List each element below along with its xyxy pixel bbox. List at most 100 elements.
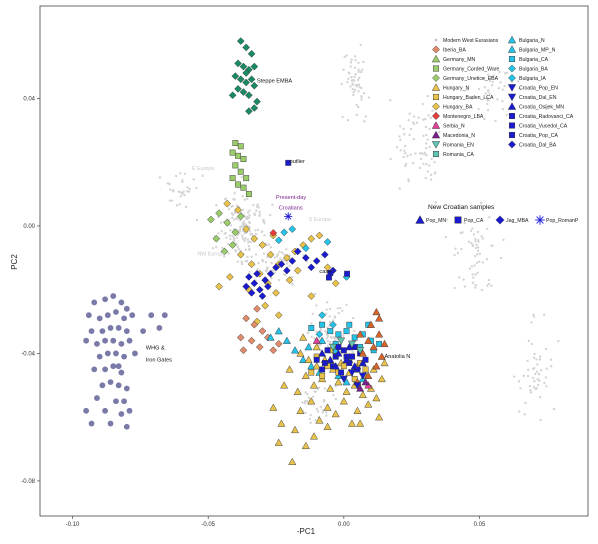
hungary-ba-point — [272, 289, 280, 297]
modern-west-eurasian-point — [494, 119, 497, 123]
modern-west-eurasian-point — [488, 216, 491, 219]
modern-west-eurasian-point — [529, 389, 532, 392]
annotation-nw-europe: NW Europe — [197, 252, 225, 258]
modern-west-eurasian-point — [529, 391, 533, 394]
croatia-dal-ba-point — [307, 263, 316, 272]
modern-west-eurasian-point — [481, 261, 485, 264]
croatia-osijek-mn-point — [331, 362, 340, 370]
modern-west-eurasian-point — [488, 79, 491, 83]
modern-west-eurasian-point — [195, 186, 198, 190]
modern-west-eurasian-point — [527, 339, 531, 343]
whg-iron-gates-point — [148, 312, 155, 319]
iberia-ba-point — [239, 346, 248, 355]
x-tick-label: 0.00 — [338, 522, 350, 528]
modern-west-eurasian-point — [270, 277, 273, 280]
hungary-ba-point — [242, 225, 251, 233]
modern-west-eurasian-point — [252, 203, 255, 207]
modern-west-eurasian-point — [306, 393, 309, 396]
whg-iron-gates-point — [115, 382, 122, 389]
modern-west-eurasian-point — [417, 116, 420, 119]
modern-west-eurasian-point — [470, 68, 474, 72]
modern-west-eurasian-point — [530, 342, 534, 346]
modern-west-eurasian-point — [431, 109, 434, 112]
germany-corded-ware-point — [232, 140, 239, 146]
pop-romanp-point — [284, 212, 293, 221]
series-pop-romanp — [284, 212, 293, 221]
modern-west-eurasian-point — [248, 225, 251, 229]
hungary-baden-lca-point — [308, 369, 315, 376]
modern-west-eurasian-point — [425, 133, 428, 137]
modern-west-eurasian-point — [329, 320, 332, 324]
legend-entry-hungary-ba: Hungary_BA — [432, 102, 473, 111]
modern-west-eurasian-point — [219, 221, 223, 224]
legend-swatch — [434, 38, 438, 42]
x-tick-label: -0.05 — [201, 522, 215, 528]
bulgaria-ca-point — [319, 321, 326, 328]
whg-iron-gates-point — [102, 366, 109, 373]
hungary-ba-point — [261, 301, 269, 310]
series-montenegro-lba — [269, 229, 278, 237]
hungary-ba-point — [293, 266, 302, 275]
whg-iron-gates-point — [96, 315, 103, 322]
series-steppe-emba — [228, 37, 261, 116]
modern-west-eurasian-point — [536, 383, 540, 387]
modern-west-eurasian-point — [328, 315, 331, 318]
modern-west-eurasian-point — [322, 400, 326, 403]
modern-west-eurasian-point — [183, 193, 186, 197]
modern-west-eurasian-point — [332, 336, 335, 339]
modern-west-eurasian-point — [214, 245, 218, 249]
croatia-vucedol-ca-point — [321, 360, 328, 366]
legend-label: Bulgaria_BA — [519, 67, 548, 73]
modern-west-eurasian-point — [250, 255, 253, 259]
bulgaria-ca-point — [308, 325, 315, 331]
legend-label: Germany_Corded_Ware — [443, 67, 499, 73]
annotation-iron-gates: Iron Gates — [146, 357, 172, 363]
legend-label: Modern West Eurasians — [443, 38, 499, 44]
legend-swatch — [431, 83, 441, 91]
modern-west-eurasian-point — [224, 197, 228, 200]
legend-swatch — [508, 122, 516, 129]
legend-swatch — [432, 102, 440, 111]
legend-label: Hungary_Baden_LCA — [443, 95, 494, 101]
modern-west-eurasian-point — [246, 197, 249, 201]
legend-label: Bulgaria_IA — [519, 76, 546, 82]
modern-west-eurasian-point — [349, 61, 353, 64]
modern-west-eurasian-point — [304, 391, 307, 394]
whg-iron-gates-point — [123, 328, 130, 335]
modern-west-eurasian-point — [357, 68, 360, 71]
modern-west-eurasian-point — [483, 117, 486, 121]
new-samples-title: New Croatian samples — [428, 204, 495, 211]
modern-west-eurasian-point — [319, 343, 323, 346]
modern-west-eurasian-point — [456, 251, 460, 255]
modern-west-eurasian-point — [352, 93, 355, 97]
croatia-dal-ba-point — [266, 269, 275, 278]
modern-west-eurasian-point — [481, 237, 484, 240]
modern-west-eurasian-point — [533, 352, 536, 356]
modern-west-eurasian-point — [445, 218, 448, 221]
modern-west-eurasian-point — [195, 218, 199, 222]
annotation-present-day: Present-day — [276, 195, 306, 201]
modern-west-eurasian-point — [315, 407, 319, 411]
modern-west-eurasian-point — [444, 235, 447, 239]
modern-west-eurasian-point — [241, 208, 245, 212]
croatia-dal-ba-point — [321, 250, 329, 259]
modern-west-eurasian-point — [241, 234, 244, 238]
modern-west-eurasian-point — [477, 107, 480, 111]
hungary-n-point — [304, 355, 313, 363]
whg-iron-gates-point — [123, 385, 130, 392]
hungary-ba-point — [283, 253, 291, 262]
modern-west-eurasian-point — [168, 182, 171, 186]
germany-unetice-eba-point — [220, 247, 229, 256]
modern-west-eurasian-point — [480, 288, 484, 292]
modern-west-eurasian-point — [225, 236, 228, 239]
modern-west-eurasian-point — [487, 73, 490, 77]
hungary-n-point — [312, 342, 321, 351]
whg-iron-gates-point — [102, 337, 109, 344]
modern-west-eurasian-point — [486, 284, 489, 287]
hungary-n-point — [307, 397, 316, 405]
legend-swatch — [508, 55, 516, 63]
modern-west-eurasian-point — [485, 258, 489, 261]
modern-west-eurasian-point — [319, 405, 322, 409]
croatia-osijek-mn-point — [358, 358, 367, 367]
modern-west-eurasian-point — [174, 174, 178, 178]
